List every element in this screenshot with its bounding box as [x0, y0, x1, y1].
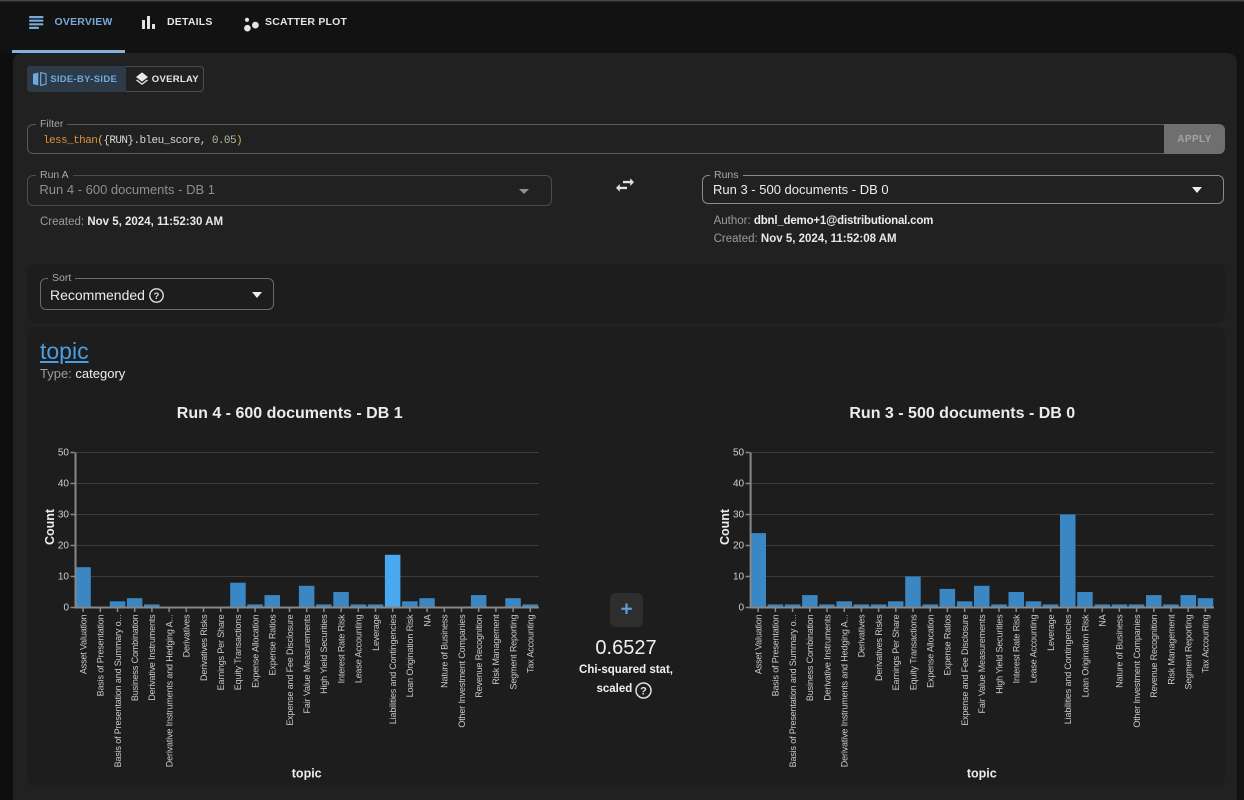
svg-text:30: 30 — [733, 510, 745, 521]
svg-text:0: 0 — [63, 603, 69, 614]
svg-text:Derivative Instruments and Hed: Derivative Instruments and Hedging A... — [840, 615, 850, 768]
svg-text:Basis of Presentation: Basis of Presentation — [96, 614, 106, 696]
svg-text:High Yield Securities: High Yield Securities — [319, 614, 329, 694]
svg-text:40: 40 — [58, 479, 70, 490]
svg-text:Revenue Recognition: Revenue Recognition — [1149, 614, 1159, 697]
svg-text:Derivative Instruments: Derivative Instruments — [822, 614, 832, 701]
svg-text:Derivative Instruments and Hed: Derivative Instruments and Hedging A... — [164, 615, 174, 768]
svg-text:Asset Valuation: Asset Valuation — [754, 614, 764, 674]
svg-text:Basis of Presentation and Summ: Basis of Presentation and Summary o... — [113, 615, 123, 768]
svg-text:Expense Allocation: Expense Allocation — [926, 614, 936, 687]
svg-text:40: 40 — [733, 479, 745, 490]
svg-text:Expense Ratios: Expense Ratios — [268, 614, 278, 676]
svg-text:Derivatives: Derivatives — [182, 614, 192, 658]
svg-text:Count: Count — [43, 508, 57, 545]
svg-text:Derivatives: Derivatives — [857, 614, 867, 658]
svg-text:Other Investment Companies: Other Investment Companies — [457, 614, 467, 728]
svg-text:topic: topic — [292, 767, 322, 781]
svg-text:NA: NA — [422, 614, 432, 626]
svg-text:10: 10 — [733, 572, 745, 583]
svg-text:Leverage: Leverage — [1046, 614, 1056, 650]
svg-text:Earnings Per Share: Earnings Per Share — [891, 614, 901, 690]
svg-text:Basis of Presentation and Summ: Basis of Presentation and Summary o... — [788, 615, 798, 768]
svg-text:Liabilities and Contingencies: Liabilities and Contingencies — [388, 614, 398, 724]
svg-text:Expense and Fee Disclosure: Expense and Fee Disclosure — [960, 614, 970, 725]
svg-text:Leverage: Leverage — [371, 614, 381, 650]
svg-text:Revenue Recognition: Revenue Recognition — [474, 614, 484, 697]
svg-text:High Yield Securities: High Yield Securities — [994, 614, 1004, 694]
svg-text:20: 20 — [733, 541, 745, 552]
svg-text:50: 50 — [733, 448, 745, 459]
svg-text:Lease Accounting: Lease Accounting — [354, 614, 364, 683]
svg-text:Loan Origination Risk: Loan Origination Risk — [1080, 614, 1090, 698]
svg-text:Equity Transactions: Equity Transactions — [233, 614, 243, 690]
svg-text:Nature of Business: Nature of Business — [1115, 614, 1125, 688]
svg-text:Asset Valuation: Asset Valuation — [78, 614, 88, 674]
svg-text:Basis of Presentation: Basis of Presentation — [771, 614, 781, 696]
svg-text:Fair Value Measurements: Fair Value Measurements — [977, 614, 987, 714]
svg-text:?: ? — [640, 686, 647, 698]
svg-text:Interest Rate Risk: Interest Rate Risk — [336, 614, 346, 683]
svg-text:30: 30 — [58, 510, 70, 521]
svg-text:Segment Reporting: Segment Reporting — [1184, 614, 1194, 689]
svg-text:Liabilities and Contingencies: Liabilities and Contingencies — [1063, 614, 1073, 724]
svg-text:Interest Rate Risk: Interest Rate Risk — [1012, 614, 1022, 683]
svg-text:Business Combination: Business Combination — [130, 614, 140, 701]
svg-text:Tax Accounting: Tax Accounting — [1201, 614, 1211, 673]
svg-text:Earnings Per Share: Earnings Per Share — [216, 614, 226, 690]
svg-text:Risk Management: Risk Management — [491, 614, 501, 685]
svg-text:Equity Transactions: Equity Transactions — [908, 614, 918, 690]
svg-text:Derivative Instruments: Derivative Instruments — [147, 614, 157, 701]
svg-text:10: 10 — [58, 572, 70, 583]
svg-text:Expense Allocation: Expense Allocation — [250, 614, 260, 687]
svg-text:Business Combination: Business Combination — [805, 614, 815, 701]
svg-text:Run 4 - 600 documents - DB 1: Run 4 - 600 documents - DB 1 — [177, 405, 403, 422]
svg-text:Segment Reporting: Segment Reporting — [508, 614, 518, 689]
svg-text:Other Investment Companies: Other Investment Companies — [1132, 614, 1142, 728]
svg-text:Tax Accounting: Tax Accounting — [526, 614, 536, 673]
svg-text:20: 20 — [58, 541, 70, 552]
svg-text:Loan Origination Risk: Loan Origination Risk — [405, 614, 415, 698]
svg-text:Risk Management: Risk Management — [1166, 614, 1176, 685]
svg-text:Fair Value Measurements: Fair Value Measurements — [302, 614, 312, 714]
svg-text:0: 0 — [739, 603, 745, 614]
svg-text:Expense and Fee Disclosure: Expense and Fee Disclosure — [285, 614, 295, 725]
svg-text:Derivatives Risks: Derivatives Risks — [874, 614, 884, 681]
svg-text:topic: topic — [967, 767, 997, 781]
svg-text:Derivatives Risks: Derivatives Risks — [199, 614, 209, 681]
svg-text:Lease Accounting: Lease Accounting — [1029, 614, 1039, 683]
svg-text:50: 50 — [58, 448, 70, 459]
svg-text:Run 3 - 500 documents - DB 0: Run 3 - 500 documents - DB 0 — [849, 405, 1075, 422]
svg-text:Expense Ratios: Expense Ratios — [943, 614, 953, 676]
svg-text:Nature of Business: Nature of Business — [440, 614, 450, 688]
svg-text:?: ? — [153, 291, 159, 302]
svg-text:NA: NA — [1098, 614, 1108, 626]
svg-text:Count: Count — [718, 508, 732, 545]
